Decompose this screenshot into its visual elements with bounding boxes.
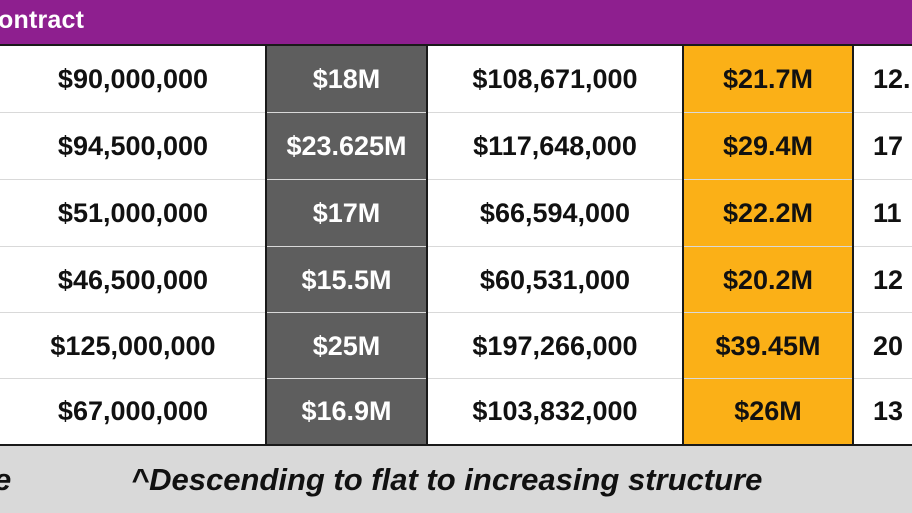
partial-cell: 12 — [853, 247, 912, 313]
table-row: $67,000,000 $16.9M $103,832,000 $26M 13 — [0, 379, 912, 444]
table-row: $51,000,000 $17M $66,594,000 $22.2M 11 — [0, 180, 912, 246]
total-value-cell: $67,000,000 — [0, 379, 266, 444]
aav-cell: $15.5M — [266, 247, 427, 313]
adjusted-aav-cell: $20.2M — [683, 247, 853, 313]
partial-cell: 17 — [853, 113, 912, 179]
adjusted-aav-cell: $29.4M — [683, 113, 853, 179]
total-value-cell: $46,500,000 — [0, 247, 266, 313]
adjusted-value-cell: $66,594,000 — [427, 180, 683, 246]
footer-note: ^Descending to flat to increasing struct… — [131, 462, 763, 497]
adjusted-value-cell: $117,648,000 — [427, 113, 683, 179]
contract-table: $90,000,000 $18M $108,671,000 $21.7M 12.… — [0, 46, 912, 444]
column-divider — [852, 46, 854, 444]
adjusted-value-cell: $60,531,000 — [427, 247, 683, 313]
table-row: $125,000,000 $25M $197,266,000 $39.45M 2… — [0, 313, 912, 379]
header-title: ontract — [0, 6, 85, 34]
footer-left-fragment: e — [0, 462, 11, 498]
partial-cell: 11 — [853, 180, 912, 246]
table-header-bar: ontract — [0, 0, 912, 46]
row-divider — [0, 378, 912, 379]
row-divider — [0, 246, 912, 247]
column-divider — [265, 46, 267, 444]
partial-cell: 20 — [853, 313, 912, 379]
partial-cell: 13 — [853, 379, 912, 444]
total-value-cell: $51,000,000 — [0, 180, 266, 246]
total-value-cell: $94,500,000 — [0, 113, 266, 179]
aav-cell: $23.625M — [266, 113, 427, 179]
row-divider — [0, 179, 912, 180]
total-value-cell: $90,000,000 — [0, 46, 266, 112]
adjusted-aav-cell: $21.7M — [683, 46, 853, 112]
aav-cell: $16.9M — [266, 379, 427, 444]
aav-cell: $18M — [266, 46, 427, 112]
adjusted-value-cell: $197,266,000 — [427, 313, 683, 379]
row-divider — [0, 312, 912, 313]
adjusted-aav-cell: $39.45M — [683, 313, 853, 379]
partial-cell: 12. — [853, 46, 912, 112]
footer-bar: e ^Descending to flat to increasing stru… — [0, 444, 912, 513]
adjusted-value-cell: $108,671,000 — [427, 46, 683, 112]
aav-cell: $17M — [266, 180, 427, 246]
table-row: $90,000,000 $18M $108,671,000 $21.7M 12. — [0, 46, 912, 112]
adjusted-aav-cell: $26M — [683, 379, 853, 444]
total-value-cell: $125,000,000 — [0, 313, 266, 379]
adjusted-value-cell: $103,832,000 — [427, 379, 683, 444]
adjusted-aav-cell: $22.2M — [683, 180, 853, 246]
row-divider — [0, 112, 912, 113]
table-row: $94,500,000 $23.625M $117,648,000 $29.4M… — [0, 113, 912, 179]
table-row: $46,500,000 $15.5M $60,531,000 $20.2M 12 — [0, 247, 912, 313]
column-divider — [426, 46, 428, 444]
aav-cell: $25M — [266, 313, 427, 379]
column-divider — [682, 46, 684, 444]
